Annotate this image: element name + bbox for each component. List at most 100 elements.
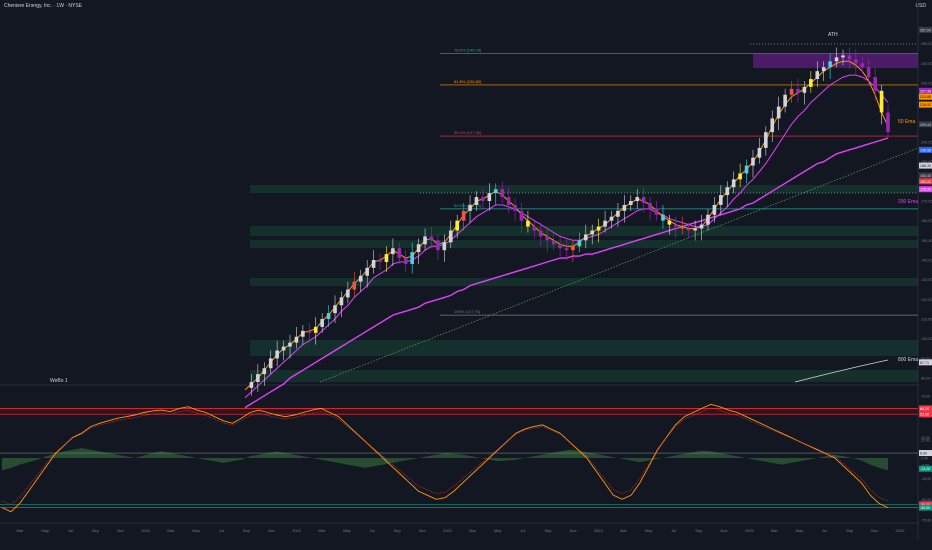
price-tag-bg (919, 146, 932, 153)
candle-body (622, 204, 627, 211)
fib-level-label: 78.6% (245,78) (454, 47, 482, 52)
candle-body (288, 342, 292, 347)
chart-annotation: ATH (828, 32, 838, 38)
candle-body (674, 224, 678, 227)
time-axis-tick: Nov (419, 528, 426, 533)
price-tag: 87,71 (920, 361, 929, 365)
candle-body (661, 214, 665, 221)
time-axis-tick: Jul (520, 528, 525, 533)
chart-title: Cheniere Energy, Inc. · 1W · NYSE (4, 3, 82, 9)
time-axis-tick: Jul (219, 528, 224, 533)
demand-zone (250, 370, 918, 382)
fib-level-label: 50.0% (167,72) (454, 203, 482, 208)
candle-body (474, 197, 479, 205)
candle-body (403, 258, 408, 264)
time-axis-tick: Jul (822, 528, 827, 533)
fib-level-label: 61.8% (226,82) (454, 79, 482, 84)
candle-body (699, 224, 704, 229)
candle-body (873, 77, 877, 91)
price-axis-tick: 130,00 (921, 278, 932, 282)
oscillator-signal-line (1, 407, 889, 506)
time-axis-tick: Nov (720, 528, 727, 533)
time-axis-tick: Sep (544, 528, 552, 533)
candle-body (545, 236, 550, 241)
oscillator-tag: -13,00 (920, 467, 930, 471)
candle-body (423, 236, 427, 245)
candle-body (725, 187, 730, 196)
candle-body (680, 226, 685, 229)
price-axis-tick: 230,00 (921, 81, 932, 85)
oscillator-axis-tick: 25,00 (921, 436, 930, 440)
candle-body (706, 214, 710, 225)
fib-level-label: 100% (107,75) (454, 309, 481, 314)
indicator-label[interactable]: WeBo 1 (50, 378, 68, 384)
candle-body (365, 267, 369, 276)
time-axis-tick: Sep (92, 528, 100, 533)
candle-body (339, 297, 344, 306)
candle-body (886, 112, 890, 133)
trendline (319, 147, 919, 383)
price-axis-tick: 170,00 (921, 200, 932, 204)
oscillator-tag: -60,00 (920, 506, 930, 510)
candle-body (731, 179, 736, 188)
price-tag: 176,20 (920, 188, 931, 192)
candle-body (577, 240, 582, 247)
time-axis-tick: May (796, 528, 804, 533)
time-axis-tick: May (343, 528, 351, 533)
candle-body (654, 208, 659, 215)
time-axis-tick: Nov (570, 528, 577, 533)
time-axis-tick: Mar (469, 528, 477, 533)
fib-level-label: 38.2% (197,30) (454, 130, 482, 135)
time-axis-tick: Sep (846, 528, 854, 533)
price-tag-bg (919, 178, 932, 185)
candle-body (667, 220, 672, 225)
candle-body (268, 358, 273, 369)
candle-body (764, 132, 768, 148)
time-axis-tick: Jul (369, 528, 374, 533)
candle-body (712, 204, 717, 215)
candle-body (262, 368, 267, 375)
price-tag-bg (919, 172, 932, 179)
oscillator-axis-tick: -25,00 (921, 477, 931, 481)
price-tag: 257,00 (920, 28, 931, 32)
candle-body (583, 234, 588, 241)
candle-body (455, 220, 459, 231)
candle-body (802, 86, 807, 93)
candle-body (854, 59, 858, 64)
candle-body (770, 118, 775, 133)
candle-body (551, 240, 556, 245)
candle-body (686, 228, 691, 231)
candle-body (776, 106, 781, 119)
candle-body (641, 197, 646, 203)
price-axis-tick: 200,00 (921, 140, 932, 144)
oscillator-tag-bg (919, 411, 932, 418)
candle-body (275, 350, 279, 359)
candle-body (461, 210, 466, 221)
time-axis-tick: Sep (394, 528, 402, 533)
candle-body (500, 189, 504, 198)
price-tag-bg (919, 359, 932, 366)
candle-body (378, 260, 382, 262)
candle-body (429, 236, 434, 241)
currency-label[interactable]: USD (915, 3, 926, 9)
oscillator-tag-bg (919, 465, 932, 472)
candle-body (860, 63, 865, 68)
candle-body (307, 330, 312, 333)
time-axis-tick: 2022 (292, 528, 302, 533)
oscillator-axis-tick: 21,93 (921, 438, 930, 442)
time-axis-tick: May (41, 528, 49, 533)
price-tag-bg (919, 162, 932, 169)
oscillator-axis-tick: -75,00 (921, 519, 931, 523)
candle-body (847, 55, 852, 60)
time-axis-tick: Nov (117, 528, 124, 533)
candle-body (448, 230, 453, 243)
price-axis-tick: 100,00 (921, 337, 932, 341)
price-axis-tick: 120,00 (921, 298, 932, 302)
time-axis-tick: May (192, 528, 200, 533)
candle-body (719, 195, 723, 205)
price-axis-tick: 240,00 (921, 62, 932, 66)
time-axis-tick: Mar (17, 528, 25, 533)
time-axis-tick: Jul (671, 528, 676, 533)
candle-body (616, 210, 620, 217)
